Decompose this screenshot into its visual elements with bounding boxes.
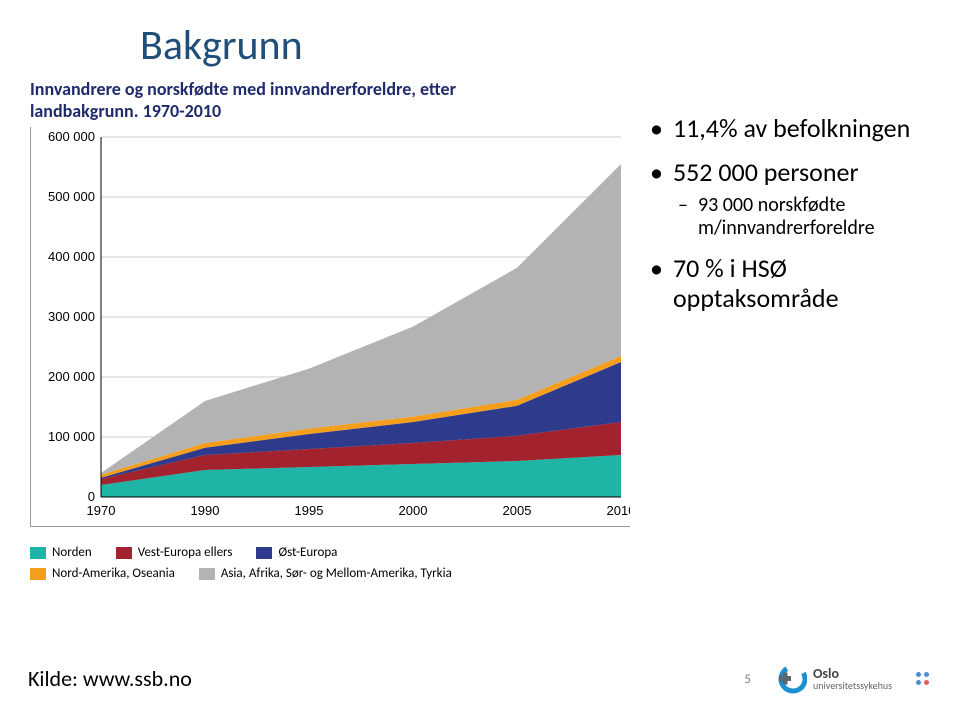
bullet-level1: 552 000 personer [650,158,930,188]
logo-text: Oslo universitetssykehus [813,667,892,691]
chart-title-line1: Innvandrere og norskfødte med innvandrer… [30,78,456,100]
legend-item: Norden [30,545,92,560]
svg-text:2005: 2005 [503,503,532,518]
legend-row: Norden Vest-Europa ellers Øst-Europa [30,545,630,560]
bullet-level1: 70 % i HSØ opptaksområde [650,254,930,314]
page-title: Bakgrunn [140,20,930,71]
legend-item: Nord-Amerika, Oseania [30,566,175,581]
chart-title: Innvandrere og norskfødte med innvandrer… [30,79,630,122]
legend-item: Vest-Europa ellers [116,545,233,560]
chart-legend: Norden Vest-Europa ellers Øst-Europa Nord-A… [30,545,630,581]
main-row: Innvandrere og norskfødte med innvandrer… [30,79,930,587]
bullet-list: 11,4% av befolkningen 552 000 personer 93 … [650,114,930,314]
svg-text:0: 0 [88,489,95,504]
footer: 5 Oslo universitetssykehus [744,662,930,696]
legend-swatch [30,568,46,580]
legend-label: Øst-Europa [278,545,337,560]
bullet-text: 93 000 norskfødte m/innvandrerforeldre [698,194,930,240]
svg-text:600 000: 600 000 [48,129,95,144]
dot [924,672,929,677]
bullet-level1: 11,4% av befolkningen [650,114,930,144]
source-label: Kilde: www.ssb.no [28,665,192,692]
bullet-text: 70 % i HSØ opptaksområde [673,254,930,314]
dot [924,680,929,685]
legend-item: Asia, Afrika, Sør- og Mellom-Amerika, Ty… [199,566,452,581]
bullet-text: 552 000 personer [673,158,859,188]
area-chart: 0 100 000 200 000 300 000 400 000 500 000 600 … [30,127,630,527]
legend-label: Nord-Amerika, Oseania [52,566,175,581]
logo-oslo: Oslo universitetssykehus [773,662,892,696]
legend-label: Asia, Afrika, Sør- og Mellom-Amerika, Ty… [221,566,452,581]
legend-row: Nord-Amerika, Oseania Asia, Afrika, Sør- … [30,566,630,581]
legend-swatch [116,547,132,559]
legend-item: Øst-Europa [256,545,337,560]
chart-title-line2: landbakgrunn. 1970-2010 [30,100,221,122]
svg-text:1995: 1995 [295,503,324,518]
legend-label: Vest-Europa ellers [138,545,233,560]
bullets-column: 11,4% av befolkningen 552 000 personer 93 … [650,79,930,587]
svg-text:2010: 2010 [607,503,630,518]
legend-swatch [256,547,272,559]
dot [916,680,921,685]
chart-column: Innvandrere og norskfødte med innvandrer… [30,79,630,587]
slide: Bakgrunn Innvandrere og norskfødte med i… [0,0,960,714]
svg-text:400 000: 400 000 [48,249,95,264]
svg-text:200 000: 200 000 [48,369,95,384]
legend-swatch [30,547,46,559]
svg-text:1970: 1970 [87,503,116,518]
corner-dots [916,672,930,686]
svg-text:1990: 1990 [191,503,220,518]
legend-swatch [199,568,215,580]
svg-text:100 000: 100 000 [48,429,95,444]
chart-svg: 0 100 000 200 000 300 000 400 000 500 000 600 … [30,127,630,527]
dot [916,672,921,677]
logo-icon [773,662,807,696]
svg-text:500 000: 500 000 [48,189,95,204]
logo-line2: universitetssykehus [813,681,892,691]
page-number: 5 [744,672,751,687]
svg-text:2000: 2000 [399,503,428,518]
svg-text:300 000: 300 000 [48,309,95,324]
bullet-text: 11,4% av befolkningen [673,114,910,144]
bullet-level2: 93 000 norskfødte m/innvandrerforeldre [678,194,930,240]
legend-label: Norden [52,545,92,560]
